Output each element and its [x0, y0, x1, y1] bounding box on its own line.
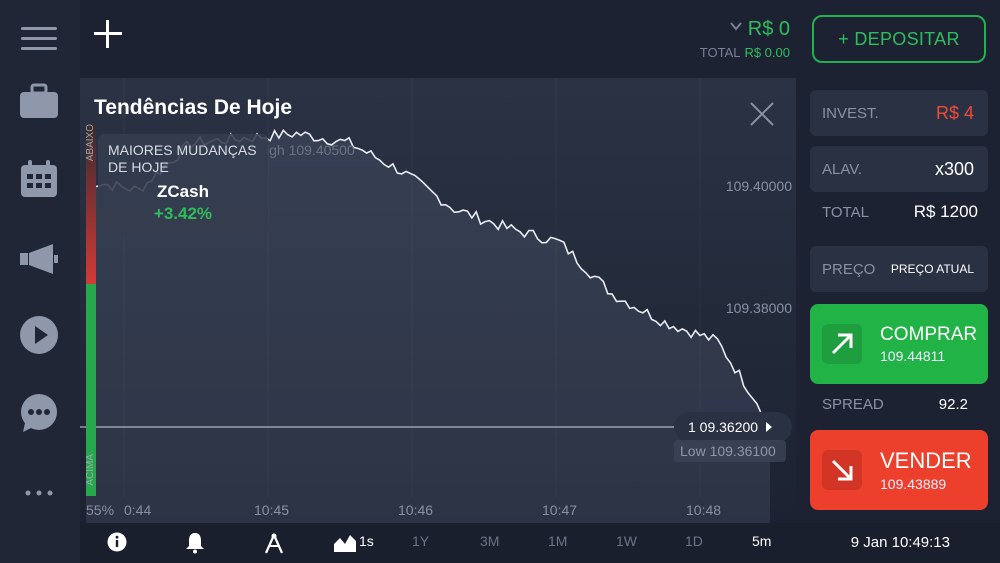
- leverage-label: ALAV.: [822, 160, 863, 178]
- sentiment-buy-portion: [86, 284, 96, 496]
- bell-icon[interactable]: [185, 532, 207, 554]
- sentiment-sell-portion: [86, 124, 96, 284]
- play-icon[interactable]: [18, 314, 60, 356]
- date-time: 9 Jan 10:49:13: [850, 534, 950, 551]
- invest-label: INVEST.: [822, 104, 879, 122]
- x-tick-label: 10:46: [398, 502, 434, 518]
- sentiment-percent: 55%: [86, 502, 115, 518]
- close-button[interactable]: [748, 100, 776, 128]
- trade-panel: INVEST. R$ 4 ALAV. x300 TOTAL R$ 1200 PR…: [796, 78, 1000, 523]
- total-label: TOTAL: [822, 203, 869, 221]
- period-1m[interactable]: 1M: [548, 533, 568, 549]
- buy-price: 109.44811: [880, 348, 946, 364]
- total-label: TOTAL: [699, 45, 741, 60]
- calendar-icon[interactable]: [18, 158, 60, 200]
- more-icon[interactable]: [18, 472, 60, 514]
- sentiment-top-label: ABAIXO: [85, 124, 96, 162]
- period-1y[interactable]: 1Y: [412, 533, 430, 549]
- spread-row: SPREAD 92.2: [822, 396, 978, 413]
- close-icon: [750, 102, 774, 126]
- price-field[interactable]: PREÇO PREÇO ATUAL: [810, 246, 988, 292]
- price-chart[interactable]: ABAIXO ACIMA Tendências De Hoje igh 109.…: [80, 78, 796, 523]
- period-1w[interactable]: 1W: [616, 533, 637, 549]
- arrow-up-right-icon: [822, 324, 862, 364]
- period-1d[interactable]: 1D: [685, 533, 703, 549]
- chat-icon[interactable]: [18, 392, 60, 434]
- chart-title: Tendências De Hoje: [94, 96, 293, 119]
- sell-price: 109.43889: [880, 476, 947, 492]
- balance-display[interactable]: R$ 0 TOTAL R$ 0.00: [700, 18, 790, 60]
- arrow-down-right-icon: [822, 450, 862, 490]
- price-label: PREÇO: [822, 260, 876, 278]
- sentiment-bottom-label: ACIMA: [85, 454, 96, 486]
- x-tick-label: 10:45: [254, 502, 290, 518]
- price-value: PREÇO ATUAL: [890, 262, 974, 276]
- movers-change: +3.42%: [153, 204, 213, 223]
- period-3m[interactable]: 3M: [480, 533, 500, 549]
- balance-amount: R$ 0: [747, 18, 790, 40]
- high-label: igh 109.40500: [266, 142, 355, 158]
- leverage-value: x300: [934, 158, 974, 179]
- plus-icon: [94, 20, 122, 48]
- total-value: R$ 0.00: [744, 45, 790, 60]
- briefcase-icon[interactable]: [18, 80, 60, 122]
- total-row: TOTAL R$ 1200: [822, 202, 978, 222]
- menu-icon[interactable]: [18, 18, 60, 60]
- sentiment-bar: ABAIXO ACIMA: [85, 124, 96, 496]
- sell-button[interactable]: VENDER 109.43889: [810, 430, 988, 510]
- current-price: 1 09.36200: [688, 419, 759, 435]
- triangle-right-icon: [766, 422, 773, 432]
- megaphone-icon[interactable]: [18, 238, 60, 280]
- bottom-bar: 1s 1Y 3M 1M 1W 1D 5m 9 Jan 10:49:13: [80, 523, 1000, 563]
- current-price-tag: 1 09.36200: [674, 412, 792, 442]
- sell-label: VENDER: [880, 448, 972, 473]
- spread-label: SPREAD: [822, 396, 884, 413]
- add-asset-button[interactable]: [90, 16, 130, 62]
- info-icon[interactable]: [107, 532, 129, 554]
- y-tick-label: 109.38000: [725, 300, 792, 316]
- spread-value: 92.2: [938, 396, 968, 413]
- top-bar: R$ 0 TOTAL R$ 0.00 + DEPOSITAR: [80, 0, 1000, 78]
- x-tick-label: 10:47: [542, 502, 578, 518]
- movers-title: MAIORES MUDANÇAS DE HOJE: [108, 142, 257, 175]
- buy-label: COMPRAR: [880, 324, 978, 345]
- invest-field[interactable]: INVEST. R$ 4: [810, 90, 988, 136]
- chart-type-icon[interactable]: [334, 532, 358, 554]
- invest-value: R$ 4: [935, 102, 974, 123]
- drawing-tool-icon[interactable]: [263, 532, 285, 554]
- interval-selector[interactable]: 1s: [359, 533, 374, 549]
- top-movers-card[interactable]: MAIORES MUDANÇAS DE HOJE ZCash +3.42%: [98, 134, 268, 236]
- chevron-down-icon: [729, 22, 742, 31]
- movers-asset: ZCash: [157, 182, 209, 201]
- sidebar: [0, 0, 80, 563]
- total-value: R$ 1200: [913, 202, 978, 221]
- period-5m[interactable]: 5m: [752, 533, 772, 549]
- deposit-button[interactable]: + DEPOSITAR: [812, 15, 986, 63]
- low-label: Low 109.36100: [674, 440, 786, 462]
- x-tick-label: 0:44: [124, 502, 152, 518]
- buy-button[interactable]: COMPRAR 109.44811: [810, 304, 988, 384]
- x-tick-label: 10:48: [686, 502, 722, 518]
- leverage-field[interactable]: ALAV. x300: [810, 146, 988, 192]
- y-tick-label: 109.40000: [725, 178, 792, 194]
